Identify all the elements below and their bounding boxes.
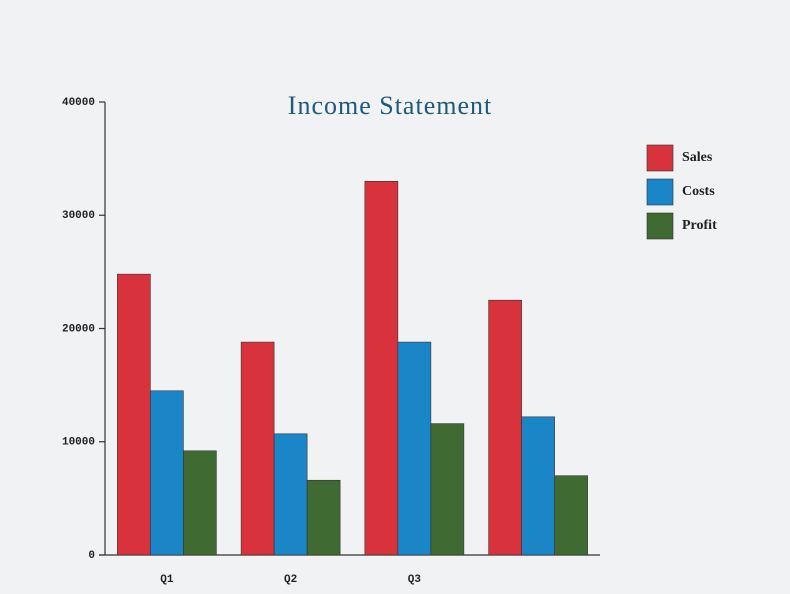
page: {"chart_data": {"type": "bar", "title": …: [0, 0, 790, 594]
bar: [431, 424, 464, 555]
legend-label: Sales: [682, 150, 713, 165]
bar: [489, 300, 522, 555]
bar: [365, 181, 398, 555]
legend-label: Costs: [682, 184, 715, 199]
legend-swatch: [647, 213, 673, 239]
chart-title: Income Statement: [288, 91, 492, 120]
bar: [307, 480, 340, 555]
bar: [555, 476, 588, 555]
bar: [398, 342, 431, 555]
legend-label: Profit: [682, 218, 717, 233]
y-tick-label: 10000: [62, 437, 95, 449]
bar: [241, 342, 274, 555]
y-tick-label: 40000: [62, 97, 95, 109]
bar: [274, 434, 307, 555]
bar: [183, 451, 216, 555]
bar: [150, 391, 183, 555]
bar: [522, 417, 555, 555]
y-tick-label: 20000: [62, 323, 95, 335]
y-tick-label: 30000: [62, 210, 95, 222]
x-tick-label: Q3: [408, 574, 422, 586]
x-tick-label: Q2: [284, 574, 297, 586]
y-tick-label: 0: [88, 550, 95, 562]
x-tick-label: Q1: [160, 574, 174, 586]
legend-swatch: [647, 179, 673, 205]
chart: Income Statement 0 10000 20000 30000 40000 Q1…: [0, 0, 790, 594]
legend-swatch: [647, 145, 673, 171]
bar: [117, 274, 150, 555]
